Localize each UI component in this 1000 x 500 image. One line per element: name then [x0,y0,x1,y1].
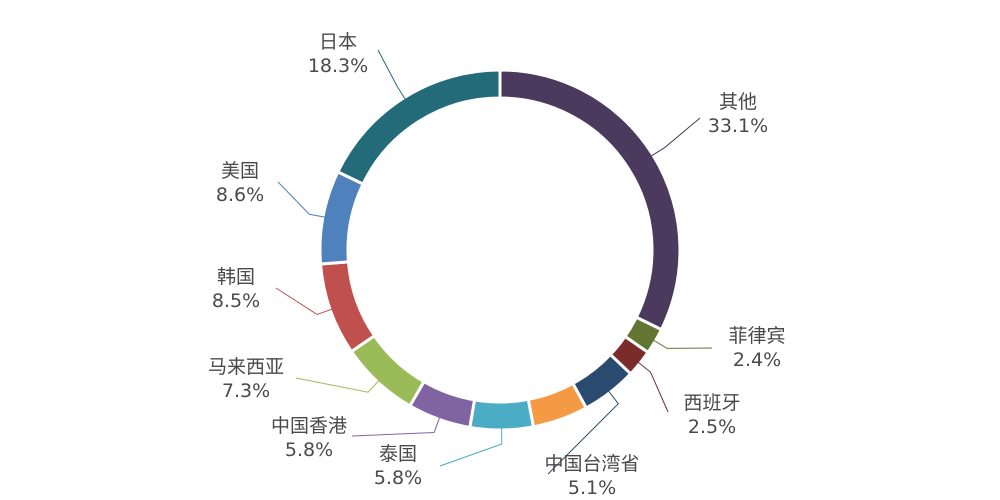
slice-value-label: 8.5% [212,290,260,312]
slice-name-label: 美国 [221,160,259,182]
slice-value-label: 18.3% [308,55,368,77]
donut-slices [318,68,682,432]
leader-line [295,375,384,393]
slice-name-label: 其他 [719,91,757,113]
donut-slice [349,333,426,408]
leader-line [377,49,409,105]
slice-value-label: 5.8% [374,467,422,489]
slice-value-label: 2.5% [688,416,736,438]
slice-name-label: 菲律宾 [728,325,785,347]
leader-line [439,421,503,467]
slice-name-label: 中国台湾省 [544,453,639,475]
leader-line [275,287,338,316]
slice-value-label: 33.1% [708,115,768,137]
donut-slice [318,260,377,354]
slice-name-label: 泰国 [379,443,417,465]
leader-lines [275,49,713,475]
slice-value-label: 7.3% [222,380,270,402]
slice-name-label: 西班牙 [683,392,740,414]
donut-slice [318,169,366,266]
leader-line [647,336,713,349]
slice-value-label: 2.4% [733,349,781,371]
slice-name-label: 马来西亚 [208,356,284,378]
leader-line [277,181,332,219]
leader-line [633,358,669,413]
slice-name-label: 日本 [319,31,357,53]
donut-slice [335,68,502,187]
slice-name-label: 韩国 [217,266,255,288]
slice-value-label: 5.8% [285,439,333,461]
slice-value-label: 8.6% [216,184,264,206]
donut-slice [498,68,682,332]
slice-name-label: 中国香港 [271,415,347,437]
slice-value-label: 5.1% [568,477,616,499]
slice-labels: 其他33.1%菲律宾2.4%西班牙2.5%中国台湾省5.1%泰国5.8%中国香港… [208,31,786,499]
leader-line [645,117,701,160]
donut-slice [526,381,589,429]
leader-line [547,386,619,475]
leader-line [351,411,443,437]
